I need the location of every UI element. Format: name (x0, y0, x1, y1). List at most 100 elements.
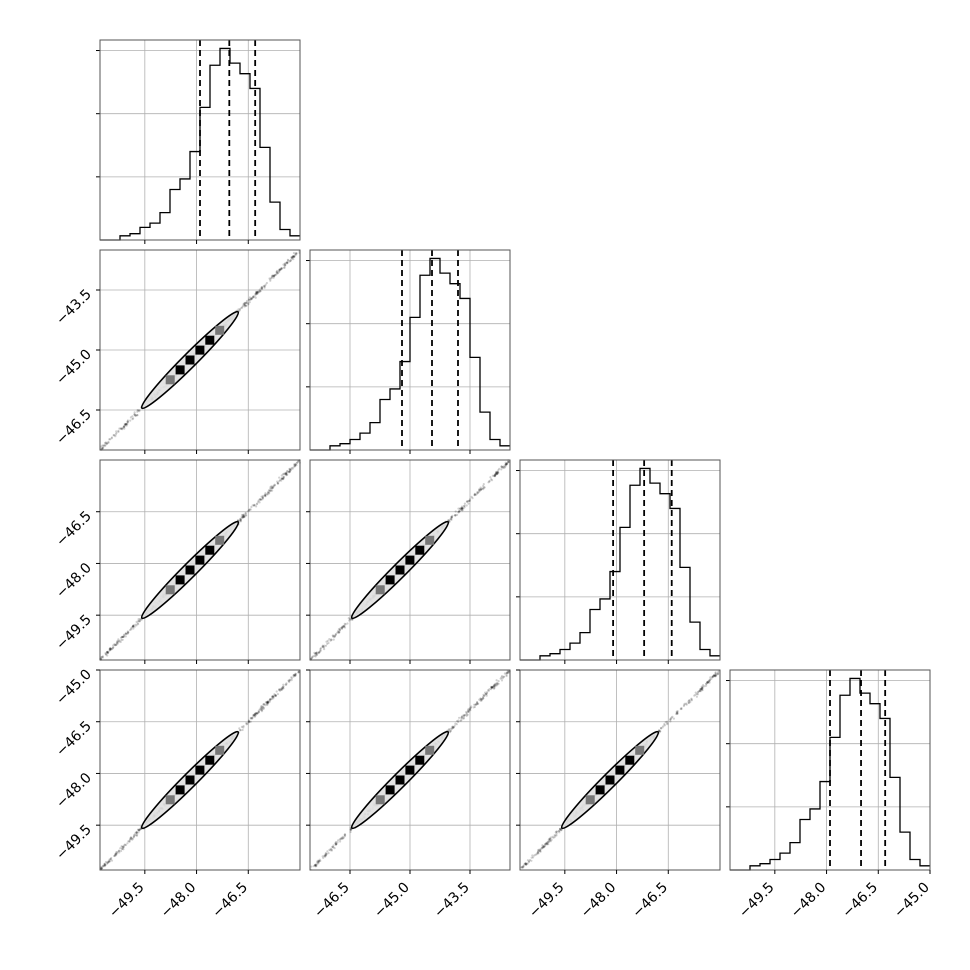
sample-point (490, 479, 494, 482)
sample-point (262, 703, 265, 706)
sample-point (713, 674, 717, 677)
sample-point (273, 274, 276, 277)
density-cell (385, 785, 395, 795)
sample-point (274, 694, 277, 698)
sample-point (139, 618, 143, 621)
sample-point (551, 835, 554, 838)
sample-point (124, 423, 127, 426)
sample-point (496, 471, 499, 474)
sample-point (120, 847, 124, 851)
sample-point (344, 623, 347, 626)
sample-point (476, 701, 479, 704)
sample-point (531, 854, 534, 857)
sample-point (292, 255, 295, 258)
sample-point (315, 651, 318, 654)
sample-point (337, 628, 340, 631)
sample-point (450, 516, 453, 519)
sample-point (487, 481, 490, 484)
sample-point (504, 463, 507, 466)
sample-point (663, 724, 667, 727)
sample-point (242, 513, 245, 516)
sample-point (242, 515, 245, 518)
x-tick-label: −46.5 (629, 880, 671, 922)
histogram-step (100, 47, 300, 241)
sample-point (279, 688, 282, 691)
sample-point (241, 516, 244, 519)
sample-point (502, 465, 505, 468)
density-cell (175, 365, 185, 375)
sample-point (121, 638, 124, 641)
sample-point (263, 284, 266, 288)
sample-point (462, 505, 465, 508)
sample-point (490, 688, 493, 691)
sample-point (316, 863, 319, 866)
sample-point (711, 676, 714, 679)
sample-point (697, 691, 700, 694)
sample-point (462, 507, 465, 510)
sample-point (102, 864, 105, 867)
hist-panel-2 (306, 249, 511, 454)
sample-point (269, 487, 272, 490)
sample-point (524, 862, 527, 865)
sample-point (282, 687, 285, 690)
sample-point (115, 854, 118, 857)
sample-point (126, 632, 129, 636)
y-tick-label: −46.5 (53, 718, 95, 760)
sample-point (131, 418, 134, 421)
sample-point (123, 633, 126, 636)
sample-point (252, 714, 255, 718)
sample-point (137, 620, 140, 623)
sample-point (504, 465, 507, 468)
sample-point (550, 838, 553, 842)
sample-point (468, 498, 472, 501)
sample-point (261, 496, 264, 499)
sample-point (347, 617, 350, 620)
sample-point (297, 460, 300, 463)
sample-point (481, 697, 484, 701)
sample-point (102, 444, 105, 447)
sample-point (466, 713, 469, 716)
sample-point (338, 628, 341, 632)
sample-point (343, 835, 346, 838)
sample-point (286, 261, 289, 264)
sample-point (109, 858, 112, 861)
sample-point (253, 715, 256, 718)
sample-point (285, 472, 288, 476)
sample-point (490, 478, 493, 481)
sample-point (255, 292, 258, 296)
sample-point (108, 647, 112, 650)
sample-point (700, 688, 703, 691)
sample-point (243, 304, 246, 307)
sample-point (106, 654, 109, 657)
sample-point (131, 625, 135, 628)
sample-point (336, 841, 339, 844)
sample-point (541, 846, 544, 849)
sample-point (338, 629, 341, 632)
sample-point (467, 708, 470, 711)
sample-point (136, 622, 139, 625)
sample-point (289, 469, 292, 472)
sample-point (473, 703, 476, 706)
sample-point (658, 729, 661, 732)
sample-point (135, 624, 138, 627)
sample-point (247, 303, 250, 306)
sample-point (549, 836, 552, 839)
sample-point (476, 701, 479, 704)
sample-point (450, 515, 453, 519)
sample-point (295, 464, 298, 467)
sample-point (494, 473, 497, 476)
sample-point (273, 694, 276, 697)
sample-point (106, 861, 109, 864)
sample-point (557, 830, 560, 833)
sample-point (243, 302, 247, 305)
sample-point (671, 715, 674, 718)
sample-point (706, 681, 709, 684)
sample-point (499, 677, 502, 680)
sample-point (280, 688, 283, 692)
sample-point (314, 864, 317, 867)
density-cell (185, 565, 195, 575)
sample-point (323, 648, 326, 651)
sample-point (249, 298, 252, 301)
sample-point (132, 417, 135, 420)
y-tick-label: −45.0 (53, 347, 95, 389)
